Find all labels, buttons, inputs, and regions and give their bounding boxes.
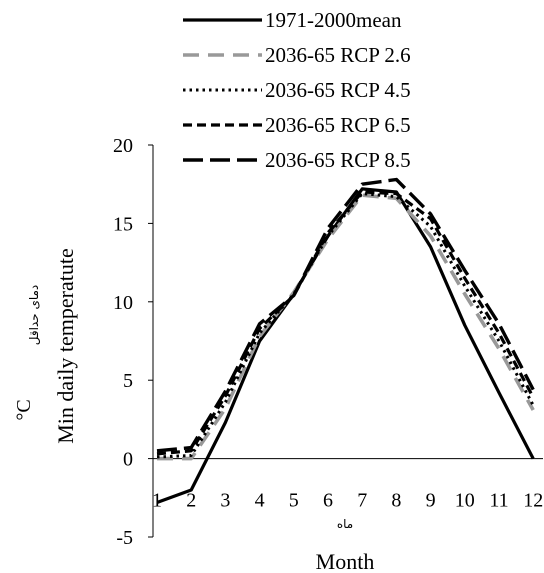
x-tick-label: 1 bbox=[152, 490, 162, 512]
x-tick-labels: 1 2 3 4 5 6 7 8 9 10 11 12 bbox=[152, 490, 543, 512]
y-axis-title: Min daily temperatute bbox=[53, 248, 78, 444]
series-line-1 bbox=[156, 187, 535, 505]
legend-label: 2036-65 RCP 8.5 bbox=[265, 148, 411, 172]
legend-label: 2036-65 RCP 6.5 bbox=[265, 113, 411, 137]
x-tick-label: 3 bbox=[220, 490, 230, 512]
y-tick-label: 15 bbox=[113, 213, 133, 235]
legend-label: 2036-65 RCP 2.6 bbox=[265, 43, 411, 67]
y-tick-labels: -5 0 5 10 15 20 bbox=[113, 135, 153, 549]
y-tick-label: 5 bbox=[123, 370, 133, 392]
x-tick-label: 12 bbox=[523, 490, 543, 512]
y-axis-unit: °C bbox=[13, 399, 35, 420]
series-lines bbox=[156, 177, 535, 505]
chart-axes bbox=[152, 145, 543, 537]
series-line-4 bbox=[156, 190, 535, 456]
y-tick-label: 0 bbox=[123, 449, 133, 471]
series-line-5 bbox=[156, 177, 535, 453]
x-axis-title-fa: ماه bbox=[337, 517, 353, 531]
series-line-3 bbox=[156, 192, 535, 459]
x-tick-label: 5 bbox=[289, 490, 299, 512]
x-axis-title: Month bbox=[316, 549, 375, 573]
x-tick-label: 9 bbox=[426, 490, 436, 512]
chart-legend: 1971-2000mean 2036-65 RCP 2.6 2036-65 RCP … bbox=[183, 8, 411, 172]
x-tick-label: 2 bbox=[186, 490, 196, 512]
legend-label: 1971-2000mean bbox=[265, 8, 402, 32]
y-axis-title-fa: دمای حداقل bbox=[27, 285, 41, 346]
x-tick-label: 6 bbox=[323, 490, 333, 512]
series-line-2 bbox=[157, 193, 535, 461]
x-tick-label: 7 bbox=[357, 490, 367, 512]
y-tick-label: 10 bbox=[113, 292, 133, 314]
y-tick-label: 20 bbox=[113, 135, 133, 157]
legend-label: 2036-65 RCP 4.5 bbox=[265, 78, 411, 102]
x-tick-label: 4 bbox=[255, 490, 265, 512]
x-tick-label: 8 bbox=[391, 490, 401, 512]
y-tick-label: -5 bbox=[116, 527, 133, 549]
x-tick-label: 11 bbox=[489, 490, 508, 512]
x-tick-label: 10 bbox=[455, 490, 475, 512]
